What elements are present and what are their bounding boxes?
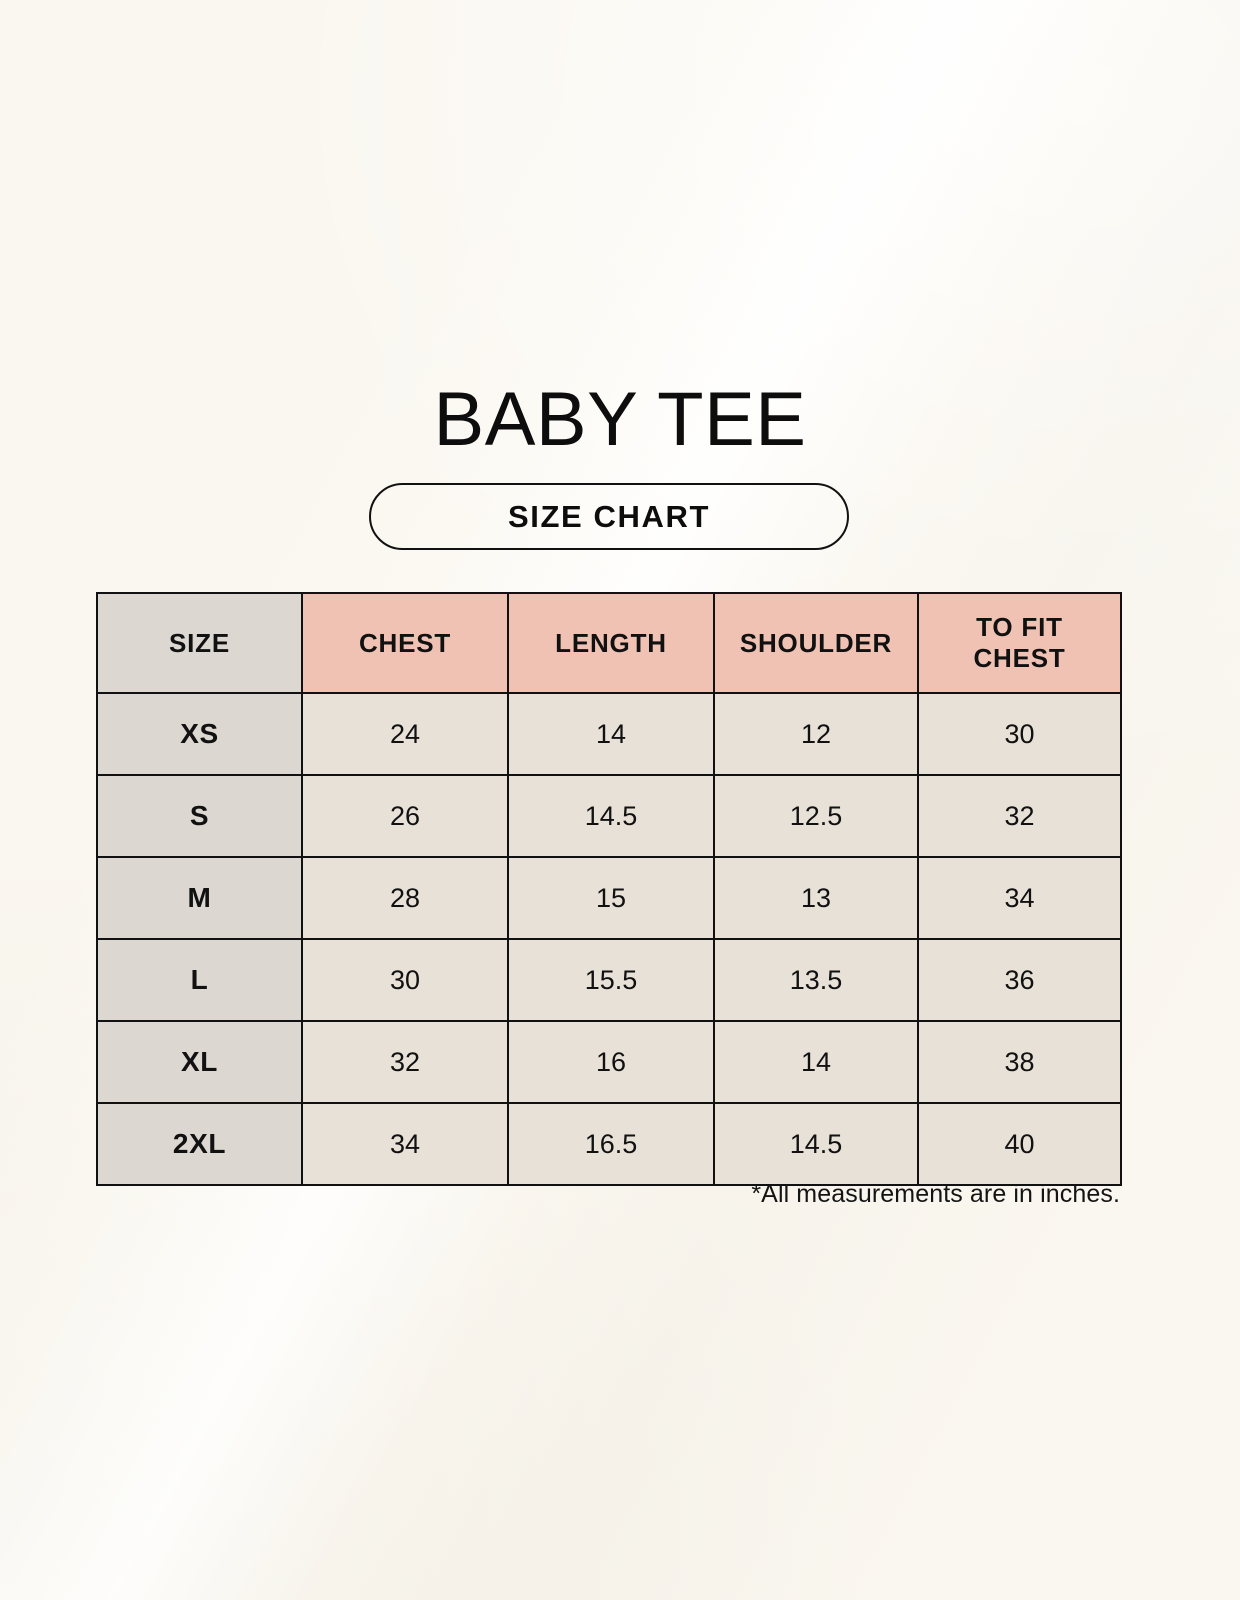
column-header-length: LENGTH	[507, 592, 715, 694]
cell-to-fit-chest: 32	[917, 774, 1122, 858]
column-header-to-fit-chest-line1: TO FIT	[976, 612, 1063, 643]
table-row: 2XL 34 16.5 14.5 40	[96, 1102, 1122, 1186]
size-chart-badge: SIZE CHART	[369, 483, 849, 550]
cell-length: 14.5	[507, 774, 715, 858]
cell-to-fit-chest: 36	[917, 938, 1122, 1022]
cell-to-fit-chest: 38	[917, 1020, 1122, 1104]
cell-size: 2XL	[96, 1102, 303, 1186]
table-row: XS 24 14 12 30	[96, 692, 1122, 776]
table-row: S 26 14.5 12.5 32	[96, 774, 1122, 858]
cell-length: 15.5	[507, 938, 715, 1022]
column-header-shoulder: SHOULDER	[713, 592, 919, 694]
cell-chest: 34	[301, 1102, 509, 1186]
size-table-container: SIZE CHEST LENGTH SHOULDER TO FIT CHEST …	[96, 592, 1122, 1186]
cell-size: M	[96, 856, 303, 940]
cell-shoulder: 13	[713, 856, 919, 940]
page-title: BABY TEE	[433, 376, 807, 462]
column-header-to-fit-chest-line2: CHEST	[973, 643, 1066, 673]
cell-length: 16.5	[507, 1102, 715, 1186]
cell-chest: 26	[301, 774, 509, 858]
cell-to-fit-chest: 30	[917, 692, 1122, 776]
cell-to-fit-chest: 34	[917, 856, 1122, 940]
cell-size: XS	[96, 692, 303, 776]
cell-length: 14	[507, 692, 715, 776]
measurements-footnote: *All measurements are in inches.	[751, 1180, 1120, 1208]
cell-chest: 28	[301, 856, 509, 940]
table-header: SIZE CHEST LENGTH SHOULDER TO FIT CHEST	[96, 592, 1122, 694]
cell-shoulder: 14.5	[713, 1102, 919, 1186]
cell-chest: 30	[301, 938, 509, 1022]
cell-shoulder: 12	[713, 692, 919, 776]
cell-to-fit-chest: 40	[917, 1102, 1122, 1186]
table-header-row: SIZE CHEST LENGTH SHOULDER TO FIT CHEST	[96, 592, 1122, 694]
cell-size: L	[96, 938, 303, 1022]
column-header-chest: CHEST	[301, 592, 509, 694]
cell-length: 16	[507, 1020, 715, 1104]
cell-size: S	[96, 774, 303, 858]
cell-shoulder: 14	[713, 1020, 919, 1104]
table-row: M 28 15 13 34	[96, 856, 1122, 940]
cell-length: 15	[507, 856, 715, 940]
cell-shoulder: 13.5	[713, 938, 919, 1022]
cell-shoulder: 12.5	[713, 774, 919, 858]
column-header-size: SIZE	[96, 592, 303, 694]
size-chart-badge-label: SIZE CHART	[508, 498, 710, 534]
table-row: XL 32 16 14 38	[96, 1020, 1122, 1104]
cell-size: XL	[96, 1020, 303, 1104]
table-row: L 30 15.5 13.5 36	[96, 938, 1122, 1022]
cell-chest: 32	[301, 1020, 509, 1104]
size-chart-table: SIZE CHEST LENGTH SHOULDER TO FIT CHEST …	[96, 592, 1122, 1186]
cell-chest: 24	[301, 692, 509, 776]
column-header-to-fit-chest: TO FIT CHEST	[917, 592, 1122, 694]
table-body: XS 24 14 12 30 S 26 14.5 12.5 32 M 28 15	[96, 692, 1122, 1186]
